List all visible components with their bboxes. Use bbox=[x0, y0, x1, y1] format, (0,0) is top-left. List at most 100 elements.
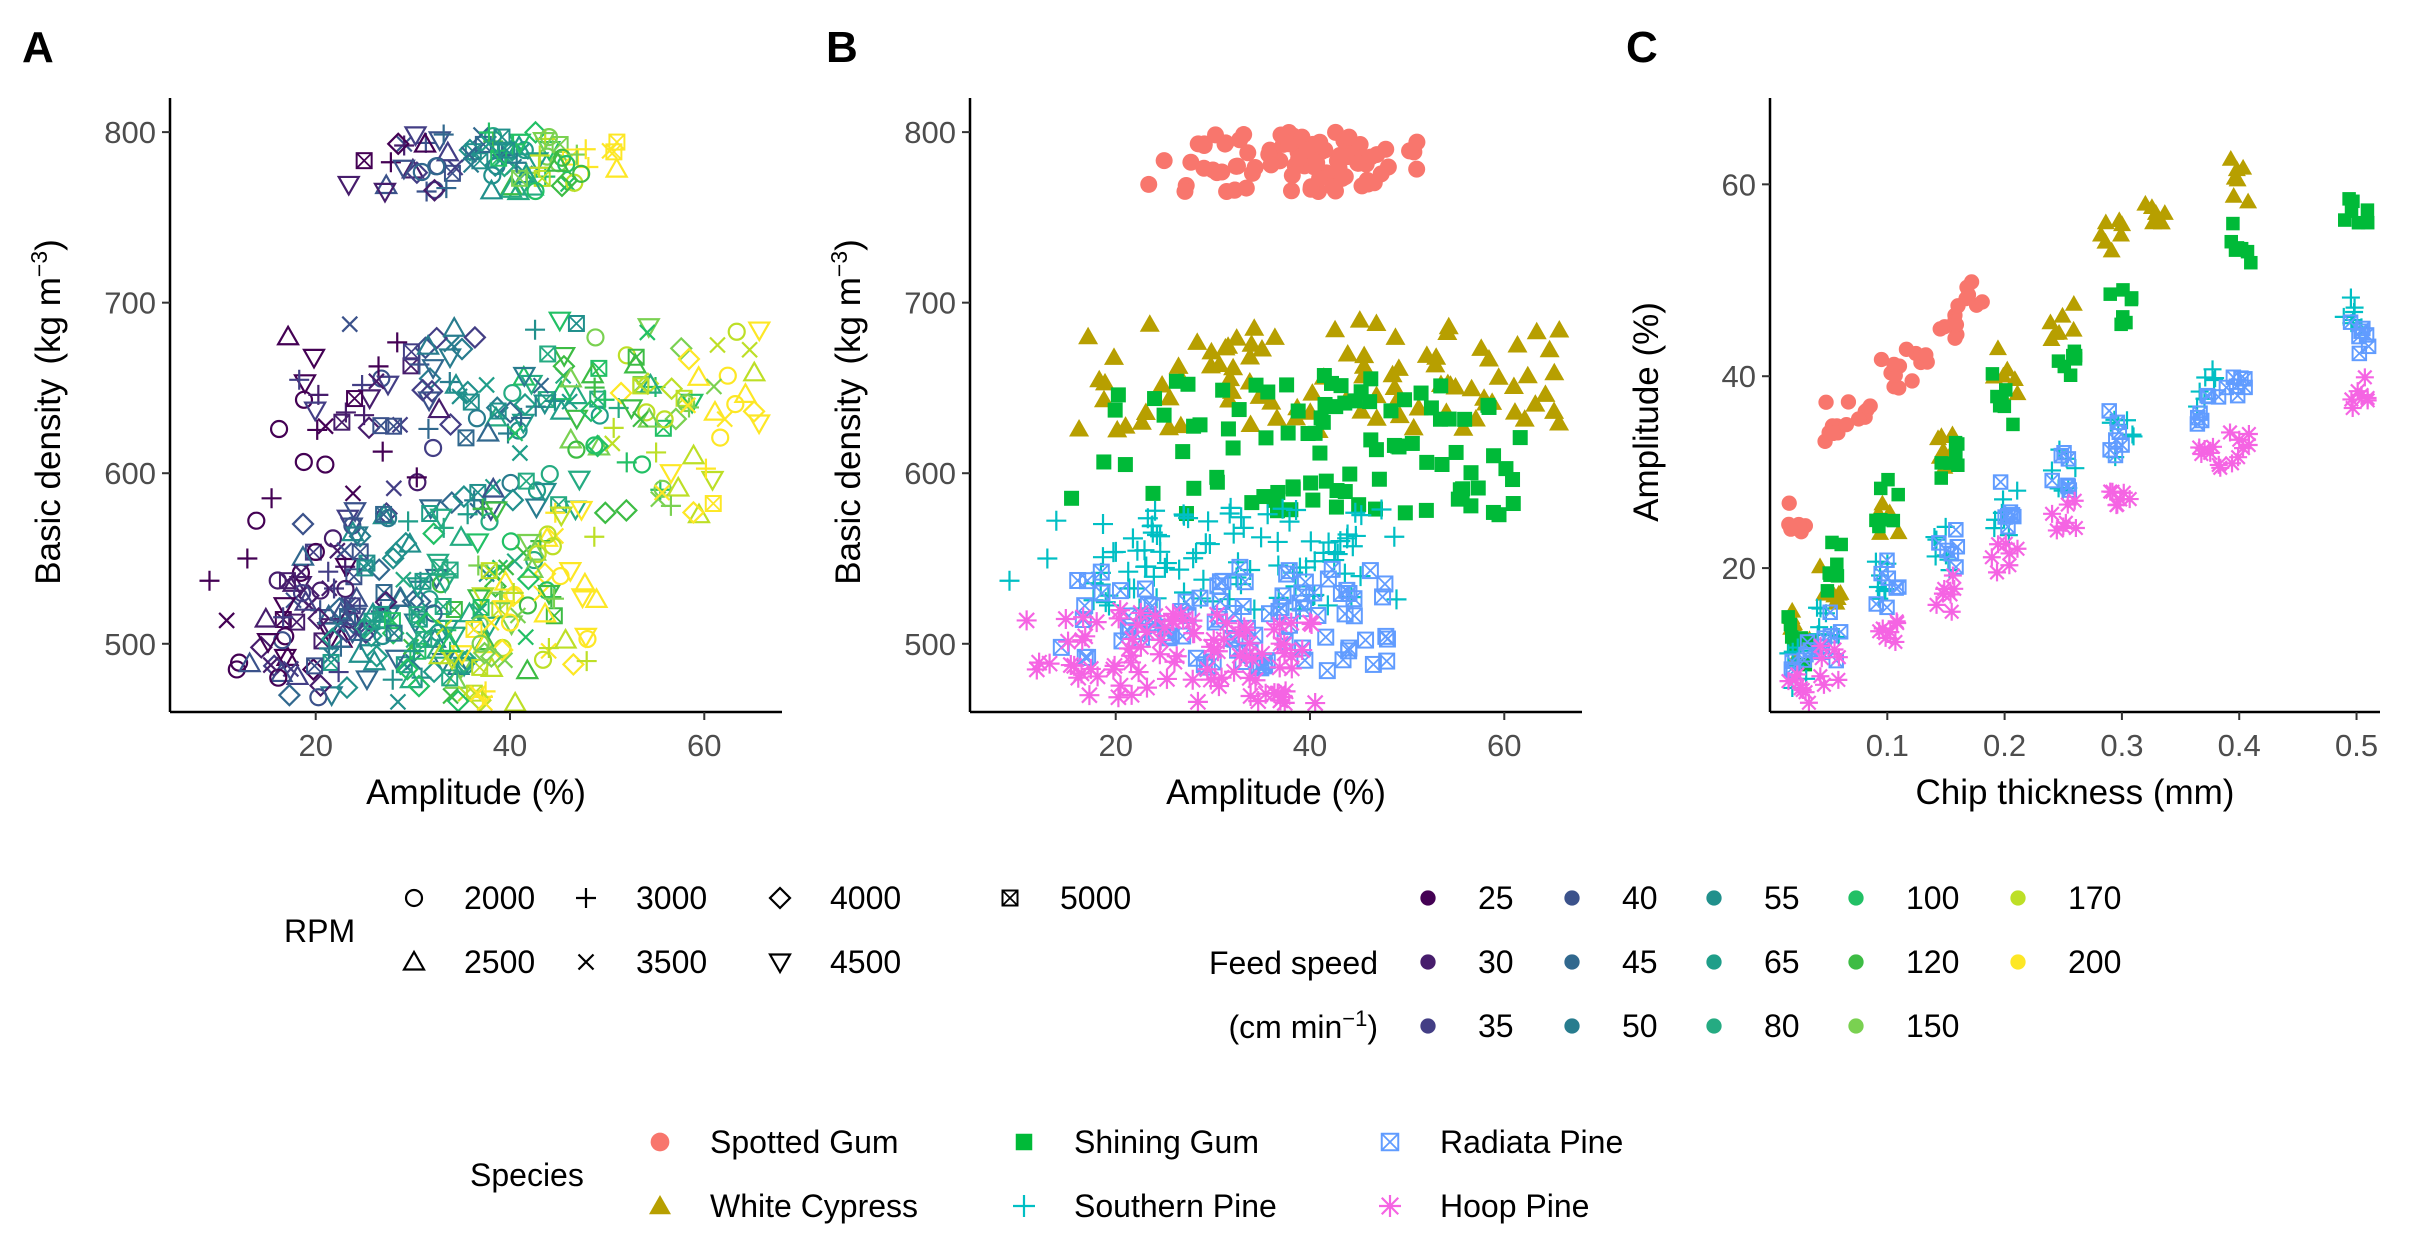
panel-c-point bbox=[1948, 316, 1965, 333]
panel-a-point bbox=[351, 543, 369, 561]
panel-a-point bbox=[457, 504, 478, 525]
panel-a-point bbox=[293, 563, 310, 581]
panel-c-point bbox=[1811, 636, 1830, 655]
panel-b-point bbox=[1425, 354, 1446, 373]
panel-b-point bbox=[1408, 160, 1426, 178]
legend-feed-label: 200 bbox=[2068, 944, 2121, 980]
panel-a-point bbox=[442, 316, 467, 337]
panel-a-point bbox=[593, 501, 617, 525]
panel-a-point bbox=[420, 379, 444, 403]
panel-b-point bbox=[1220, 368, 1241, 387]
legend-feed-label: 80 bbox=[1764, 1008, 1800, 1044]
panel-b-point bbox=[1220, 421, 1236, 437]
panel-a-point bbox=[333, 413, 351, 431]
panel-a-point bbox=[356, 559, 374, 577]
panel-b-point bbox=[1275, 681, 1296, 702]
panel-b-point bbox=[1239, 667, 1260, 688]
panel-a-point bbox=[716, 410, 734, 428]
legend-feed-key bbox=[2010, 954, 2026, 970]
panel-b-point bbox=[1198, 511, 1219, 532]
legend-species-label: Shining Gum bbox=[1074, 1124, 1259, 1160]
panel-b-point bbox=[1103, 659, 1124, 680]
panel-b-point bbox=[1089, 369, 1110, 388]
panel-a-point bbox=[539, 128, 559, 147]
panel-c-point bbox=[1932, 321, 1948, 337]
panel-b-point bbox=[1156, 668, 1177, 689]
panel-c-point bbox=[1838, 416, 1855, 433]
panel-b-point bbox=[1213, 629, 1234, 650]
panel-c-point bbox=[2244, 255, 2258, 270]
panel-a-point bbox=[584, 526, 605, 547]
panel-a-point bbox=[569, 500, 594, 522]
panel-c-point bbox=[2065, 491, 2084, 510]
panel-b-point bbox=[1107, 402, 1123, 418]
panel-b-point bbox=[1117, 457, 1133, 473]
panel-b-point bbox=[1285, 481, 1301, 497]
panel-c-point bbox=[2063, 368, 2078, 383]
panel-b-point bbox=[1316, 368, 1332, 384]
panel-a-x-tick-label: 40 bbox=[493, 728, 527, 763]
panel-a-point bbox=[520, 557, 545, 578]
panel-a-point bbox=[435, 140, 460, 162]
panel-b-point bbox=[1187, 691, 1208, 712]
panel-c-point bbox=[1820, 584, 1835, 598]
panel-a-point bbox=[237, 548, 258, 569]
panel-a-point bbox=[350, 629, 371, 650]
panel-b-point bbox=[1104, 655, 1125, 676]
panel-a-point bbox=[733, 382, 758, 403]
panel-c-point bbox=[2360, 203, 2375, 217]
panel-b-point bbox=[1139, 314, 1160, 332]
panel-a-point bbox=[506, 425, 524, 442]
panel-a-y-tick-label: 800 bbox=[104, 115, 156, 150]
panel-a-point bbox=[343, 502, 367, 523]
panel-a-point bbox=[341, 315, 359, 333]
panel-a-point bbox=[704, 495, 722, 513]
legend-species-key bbox=[1380, 1132, 1400, 1152]
panel-a-point bbox=[355, 670, 379, 692]
panel-b-point bbox=[1311, 169, 1329, 187]
panel-b-point bbox=[1068, 667, 1089, 688]
panel-a-point bbox=[436, 178, 457, 199]
panel-a-point bbox=[601, 142, 618, 160]
panel-b-point bbox=[1136, 556, 1157, 577]
panel-a-point bbox=[544, 390, 565, 411]
panel-a-point bbox=[681, 500, 705, 524]
legend-species-label: Hoop Pine bbox=[1440, 1188, 1589, 1224]
panel-a-point bbox=[573, 571, 597, 593]
panel-a-point bbox=[277, 683, 301, 707]
panel-c-point bbox=[2006, 417, 2020, 432]
panel-c-y-tick-label: 60 bbox=[1722, 167, 1756, 202]
panel-b-point bbox=[1241, 334, 1262, 352]
panel-a-point bbox=[480, 562, 498, 580]
legend-rpm-key bbox=[577, 953, 595, 971]
panel-a-point bbox=[498, 141, 516, 159]
panel-b-point bbox=[1432, 411, 1448, 427]
panel-b-point bbox=[1293, 128, 1311, 146]
panel-b-point bbox=[1366, 408, 1387, 426]
panel-b-point bbox=[1266, 408, 1287, 426]
legend-feed-key bbox=[1420, 1018, 1436, 1034]
panel-a-point bbox=[528, 544, 547, 564]
panel-b-point bbox=[1331, 146, 1349, 164]
panel-a-point bbox=[440, 491, 464, 515]
panel-b-point bbox=[1080, 658, 1101, 679]
panel-a-point bbox=[653, 484, 671, 501]
panel-b-point bbox=[1164, 651, 1185, 672]
panel-a-point bbox=[407, 674, 431, 698]
legend-rpm: RPM 2000 2500 3000 3500 4000 4500 5000 bbox=[284, 880, 1131, 980]
panel-b-point bbox=[1016, 610, 1037, 631]
panel-c-point bbox=[2146, 204, 2165, 220]
panel-a-point bbox=[511, 413, 536, 435]
panel-b-point bbox=[1337, 484, 1353, 500]
panel-b-point bbox=[1333, 378, 1349, 394]
panel-b-point bbox=[1131, 412, 1152, 430]
panel-b-point bbox=[1274, 643, 1295, 664]
panel-b-point bbox=[1037, 548, 1058, 569]
panel-a-point bbox=[539, 345, 557, 363]
legend-species-key bbox=[1015, 1133, 1033, 1151]
panel-a-point bbox=[384, 541, 408, 565]
panel-a-point bbox=[559, 175, 577, 193]
panel-a-point bbox=[344, 586, 369, 607]
panel-c-y-label: Amplitude (%) bbox=[1627, 302, 1666, 522]
legend-species-key bbox=[1013, 1195, 1035, 1217]
